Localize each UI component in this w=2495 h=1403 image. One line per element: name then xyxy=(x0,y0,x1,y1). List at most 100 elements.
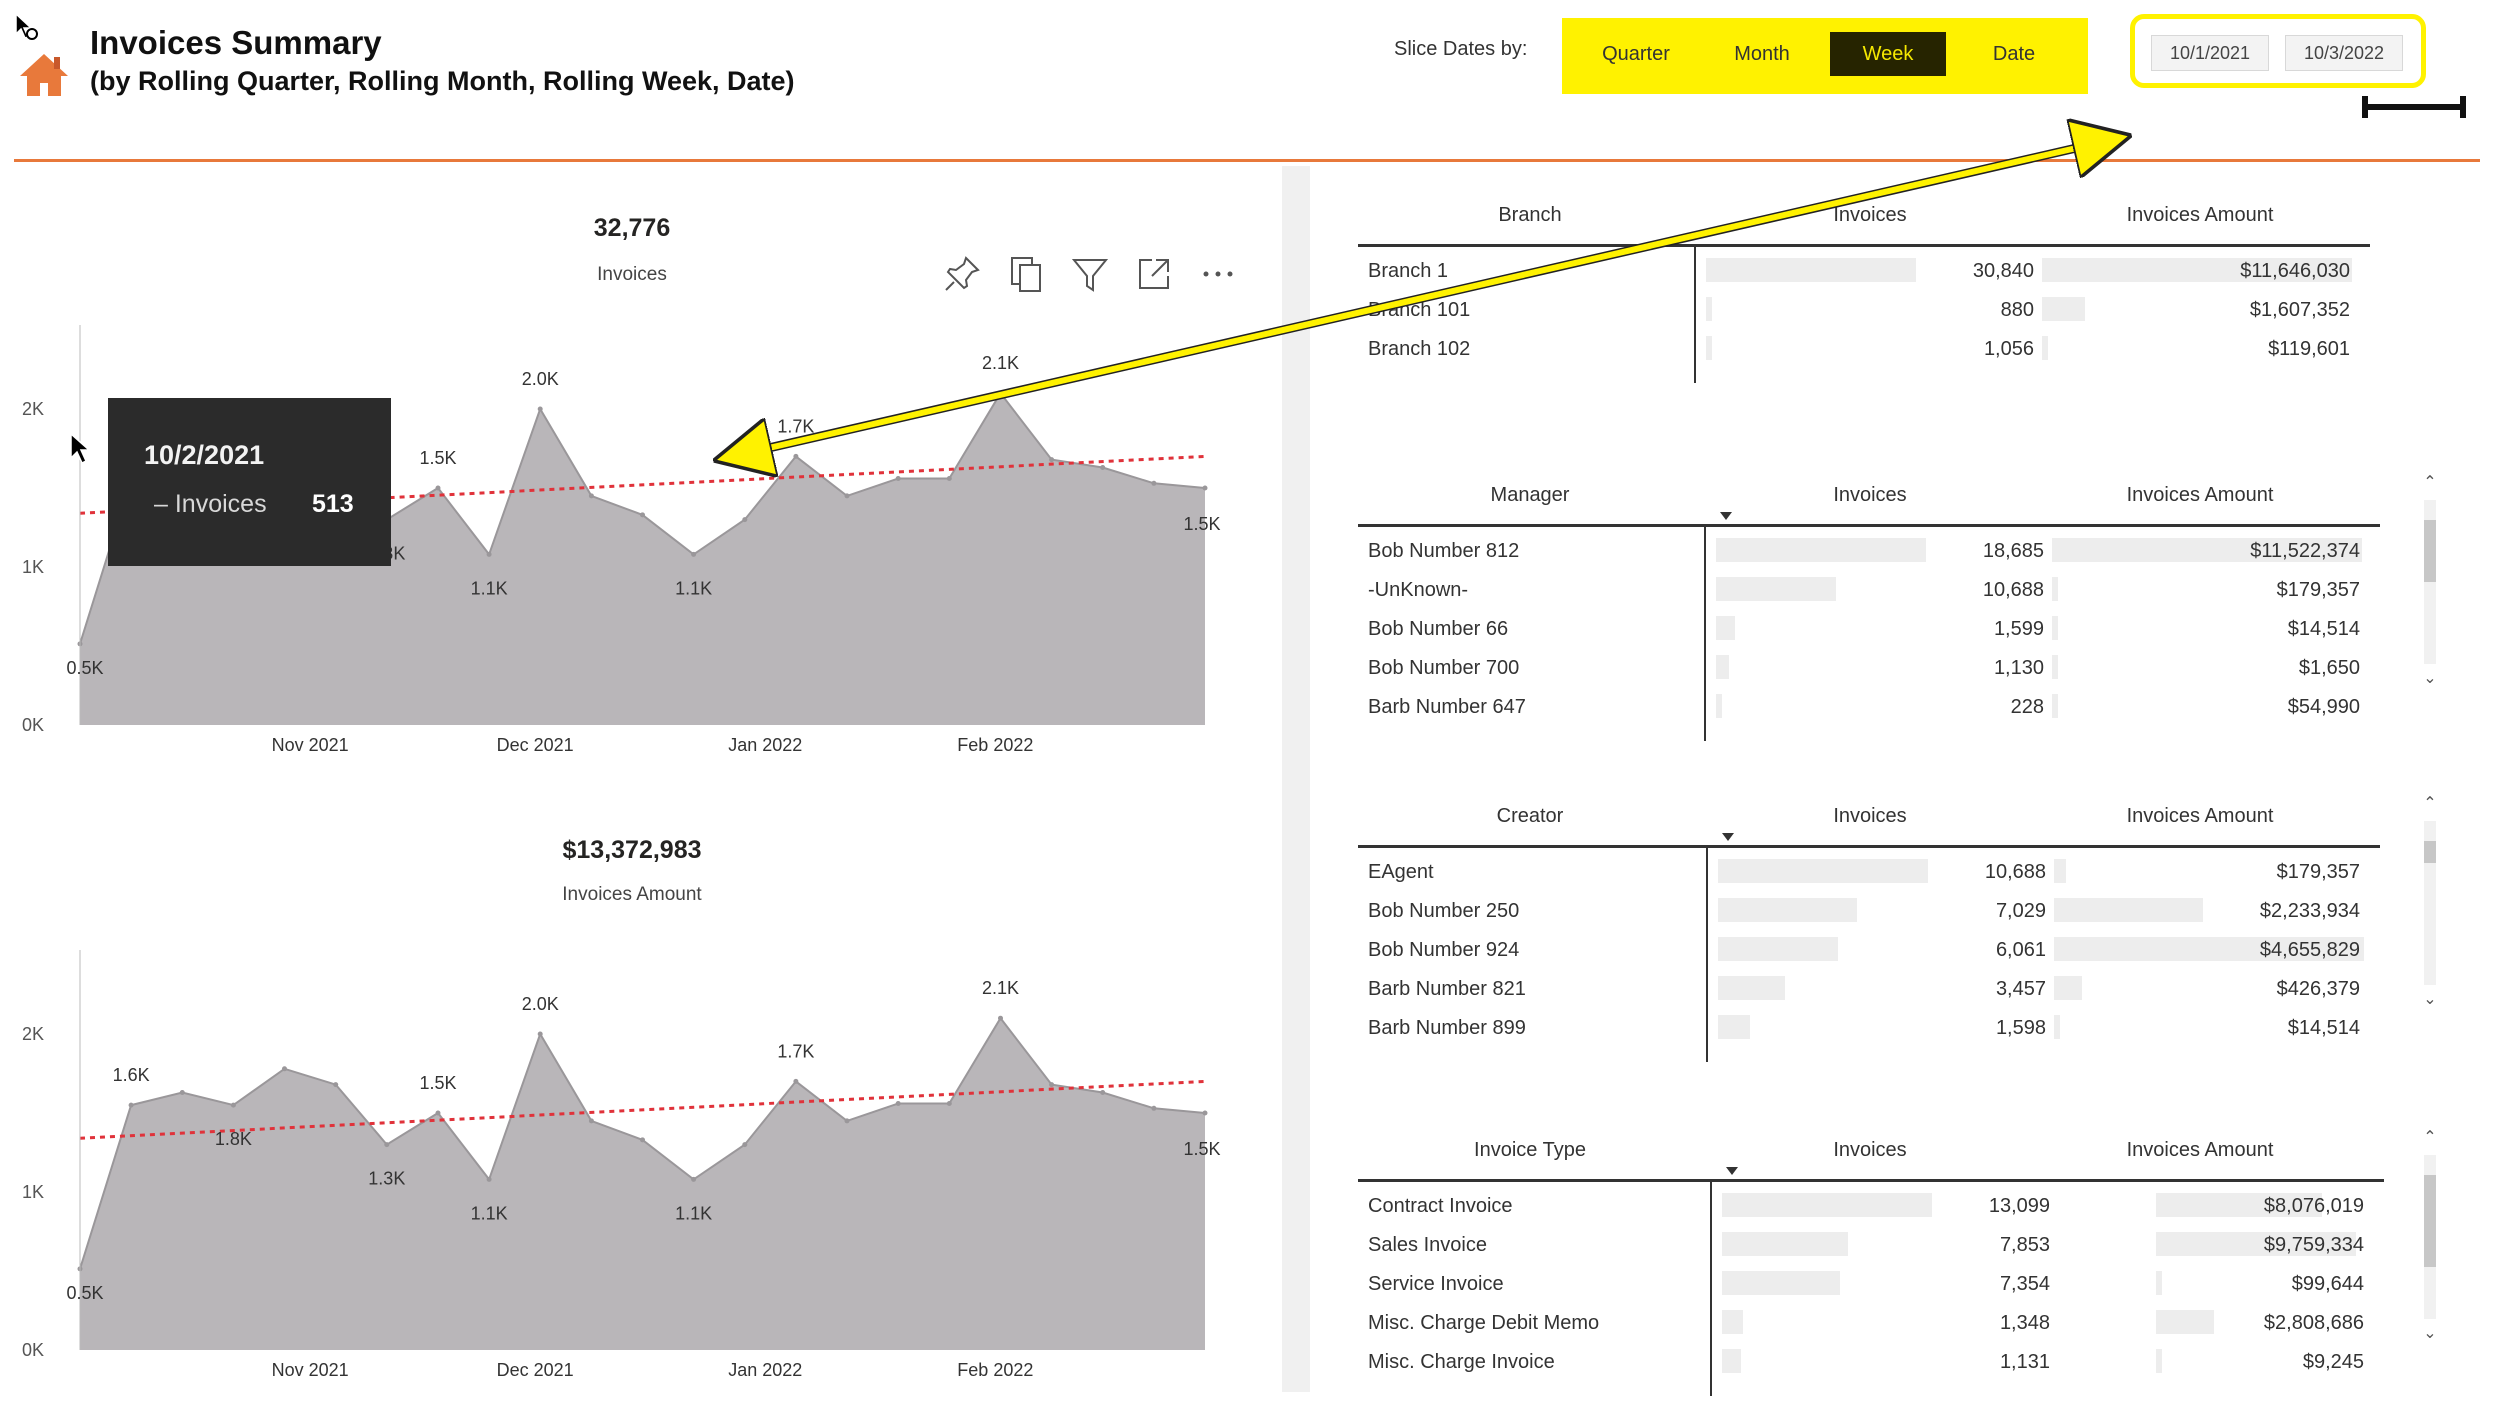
data-point[interactable] xyxy=(588,1118,594,1124)
x-tick-label: Jan 2022 xyxy=(728,1360,802,1380)
column-header[interactable]: Branch xyxy=(1498,204,1562,226)
y-tick-label: 0K xyxy=(22,1340,44,1360)
pin-icon[interactable] xyxy=(940,252,984,296)
focus-mode-icon[interactable] xyxy=(1132,252,1176,296)
data-point[interactable] xyxy=(1100,1090,1106,1095)
data-point[interactable] xyxy=(793,1078,799,1084)
column-header[interactable]: Invoices xyxy=(1833,484,1907,506)
data-point[interactable] xyxy=(1049,1082,1055,1088)
table-scrollbar[interactable]: ⌃ ⌄ xyxy=(2420,793,2440,1021)
date-range-slider[interactable] xyxy=(2358,92,2470,122)
data-point[interactable] xyxy=(844,493,850,499)
column-header[interactable]: Invoices xyxy=(1833,204,1907,226)
invoices-cell: 30,840 xyxy=(1972,260,2034,282)
data-point[interactable] xyxy=(691,551,697,557)
start-date-input[interactable]: 10/1/2021 xyxy=(2151,35,2269,71)
data-point[interactable] xyxy=(384,1142,390,1148)
data-point[interactable] xyxy=(895,1101,901,1106)
scroll-thumb[interactable] xyxy=(2424,841,2436,863)
column-header[interactable]: Invoices Amount xyxy=(2126,805,2274,827)
data-point[interactable] xyxy=(128,1102,134,1108)
invoices-cell: 7,853 xyxy=(1999,1234,2050,1256)
slicer-quarter-button[interactable]: Quarter xyxy=(1602,43,1670,65)
data-point[interactable] xyxy=(998,390,1003,396)
column-header[interactable]: Manager xyxy=(1490,484,1570,506)
amount-data-bar xyxy=(2156,1349,2162,1373)
column-header[interactable]: Invoices Amount xyxy=(2126,204,2274,226)
copy-visual-icon[interactable] xyxy=(1004,252,1048,296)
invoices-amount-kpi-label: Invoices Amount xyxy=(562,884,702,905)
data-point[interactable] xyxy=(1202,485,1208,491)
invoices-amount-area-chart[interactable]: 0K 1K 2K Nov 2021 Dec 2021 Jan 2022 Feb 2022 0.… xyxy=(0,925,1260,1395)
column-header[interactable]: Invoices xyxy=(1833,805,1907,827)
invoices-cell: 1,056 xyxy=(1983,338,2034,360)
data-point[interactable] xyxy=(742,517,748,523)
scroll-down-icon[interactable]: ⌄ xyxy=(2423,991,2437,1008)
data-point[interactable] xyxy=(537,1031,543,1037)
data-point[interactable] xyxy=(1151,480,1157,486)
data-point[interactable] xyxy=(179,1090,185,1095)
end-date-input[interactable]: 10/3/2022 xyxy=(2285,35,2403,71)
sort-descending-icon[interactable] xyxy=(1720,512,1732,520)
row-label: Branch 101 xyxy=(1368,299,1471,321)
data-point[interactable] xyxy=(793,453,799,459)
data-point[interactable] xyxy=(435,1110,441,1116)
data-label: 1.1K xyxy=(675,1203,712,1223)
data-point[interactable] xyxy=(486,551,492,557)
data-label: 2.1K xyxy=(982,978,1019,998)
amount-cell: $14,514 xyxy=(2287,618,2360,640)
data-point[interactable] xyxy=(640,1137,645,1143)
scroll-thumb[interactable] xyxy=(2424,520,2436,582)
data-point[interactable] xyxy=(946,1101,952,1106)
column-header[interactable]: Invoices xyxy=(1833,1139,1907,1161)
data-point[interactable] xyxy=(537,406,543,412)
scroll-down-icon[interactable]: ⌄ xyxy=(2423,670,2437,687)
data-point[interactable] xyxy=(1151,1105,1157,1111)
slicer-month-button[interactable]: Month xyxy=(1734,43,1790,65)
data-point[interactable] xyxy=(333,1082,339,1088)
sort-descending-icon[interactable] xyxy=(1722,833,1734,841)
column-header[interactable]: Invoices Amount xyxy=(2126,484,2274,506)
column-header[interactable]: Creator xyxy=(1496,805,1564,827)
data-point[interactable] xyxy=(640,512,645,518)
filter-icon[interactable] xyxy=(1068,252,1112,296)
data-point[interactable] xyxy=(895,476,901,481)
series-area[interactable] xyxy=(80,1018,1205,1350)
data-point[interactable] xyxy=(1049,457,1055,463)
data-point[interactable] xyxy=(1100,465,1106,470)
header-rule xyxy=(1358,244,2370,247)
column-header[interactable]: Invoice Type xyxy=(1474,1139,1586,1161)
series-area[interactable] xyxy=(80,393,1205,725)
data-point[interactable] xyxy=(946,476,952,481)
invoices-cell: 10,688 xyxy=(1984,861,2046,883)
scroll-down-icon[interactable]: ⌄ xyxy=(2423,1325,2437,1342)
scroll-up-icon[interactable]: ⌃ xyxy=(2423,795,2437,812)
data-point[interactable] xyxy=(435,485,441,491)
sort-descending-icon[interactable] xyxy=(1726,1167,1738,1175)
column-header[interactable]: Invoices Amount xyxy=(2126,1139,2274,1161)
column-divider xyxy=(1706,847,1708,1062)
data-point[interactable] xyxy=(691,1176,697,1182)
date-granularity-slicer: Quarter Month Week Date xyxy=(1562,18,2088,94)
mouse-pointer-icon xyxy=(70,432,91,465)
row-label: Barb Number 899 xyxy=(1368,1017,1526,1039)
slicer-week-button[interactable]: Week xyxy=(1830,32,1946,76)
scroll-up-icon[interactable]: ⌃ xyxy=(2423,1129,2437,1146)
more-options-icon[interactable] xyxy=(1196,252,1240,296)
table-scrollbar[interactable]: ⌃ ⌄ xyxy=(2420,1127,2440,1355)
column-divider xyxy=(1704,526,1706,741)
home-icon[interactable] xyxy=(18,52,70,98)
data-point[interactable] xyxy=(230,1102,236,1108)
slicer-date-button[interactable]: Date xyxy=(1992,43,2036,65)
data-point[interactable] xyxy=(998,1015,1003,1021)
data-point[interactable] xyxy=(486,1176,492,1182)
data-point[interactable] xyxy=(742,1142,748,1148)
scroll-up-icon[interactable]: ⌃ xyxy=(2423,474,2437,491)
scroll-thumb[interactable] xyxy=(2424,1175,2436,1267)
table-scrollbar[interactable]: ⌃ ⌄ xyxy=(2420,472,2440,700)
invoices-data-bar xyxy=(1718,1015,1750,1039)
data-point[interactable] xyxy=(588,493,594,499)
data-point[interactable] xyxy=(844,1118,850,1124)
data-point[interactable] xyxy=(1202,1110,1208,1116)
data-point[interactable] xyxy=(282,1066,287,1072)
